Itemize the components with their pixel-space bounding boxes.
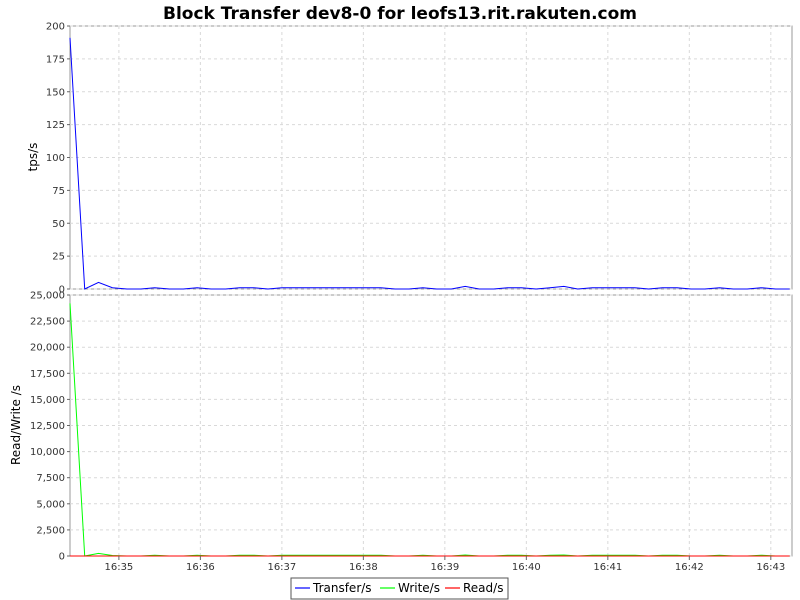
panel-0-y-tick-label: 200 [46, 22, 65, 33]
x-tick-label: 16:37 [267, 562, 296, 573]
panel-bottom-grid [70, 294, 792, 557]
legend-label-read: Read/s [463, 581, 503, 595]
panel-1-y-tick-label: 0 [59, 552, 65, 563]
panel-bottom-series [69, 303, 790, 557]
panel-top-series [69, 37, 790, 290]
panel-top-y-axis-label: tps/s [26, 143, 40, 172]
panel-1-y-tick-label: 25,000 [30, 291, 65, 302]
panel-1-y-tick-label: 20,000 [30, 343, 65, 354]
panel-top-y-ticks: 0 25 50 75 100 125 150 175 200 [46, 22, 70, 296]
panel-1-y-tick-label: 15,000 [30, 395, 65, 406]
series-line-transfers [69, 37, 790, 290]
panel-0-y-tick-label: 50 [52, 219, 65, 230]
x-tick-label: 16:39 [430, 562, 459, 573]
legend-label-transfer: Transfer/s [312, 581, 372, 595]
x-tick-label: 16:42 [675, 562, 704, 573]
x-tick-label: 16:36 [186, 562, 215, 573]
panel-bottom: 0 2,500 5,000 7,500 10,000 12,500 15,000 17,500… [9, 291, 793, 563]
panel-top-grid [70, 25, 792, 290]
panel-1-y-tick-label: 5,000 [36, 499, 65, 510]
x-tick-label: 16:35 [104, 562, 133, 573]
panel-1-y-tick-label: 2,500 [36, 525, 65, 536]
panel-0-y-tick-label: 0 [59, 285, 65, 296]
panel-bottom-y-axis-label: Read/Write /s [9, 385, 23, 465]
legend-box [290, 577, 509, 600]
panel-1-y-tick-label: 12,500 [30, 421, 65, 432]
legend-label-write: Write/s [398, 581, 440, 595]
x-tick-label: 16:41 [593, 562, 622, 573]
panel-1-y-tick-label: 10,000 [30, 447, 65, 458]
panel-0-y-tick-label: 175 [46, 54, 65, 65]
x-tick-label: 16:40 [512, 562, 541, 573]
panel-0-y-tick-label: 75 [52, 186, 65, 197]
panel-0-y-tick-label: 25 [52, 252, 65, 263]
x-tick-label: 16:43 [756, 562, 785, 573]
legend: Transfer/s Write/s Read/s [290, 577, 509, 600]
panel-0-y-tick-label: 100 [46, 153, 65, 164]
panel-1-y-tick-label: 17,500 [30, 369, 65, 380]
panel-top: 0 25 50 75 100 125 150 175 200 tps/s [26, 22, 793, 296]
chart-title: Block Transfer dev8-0 for leofs13.rit.ra… [163, 4, 637, 24]
panel-1-y-tick-label: 22,500 [30, 317, 65, 328]
panel-0-y-tick-label: 150 [46, 87, 65, 98]
x-axis-ticks: 16:35 16:36 16:37 16:38 16:39 16:40 16:41 16:42… [104, 556, 785, 573]
panel-0-y-tick-label: 125 [46, 120, 65, 131]
panel-1-y-tick-label: 7,500 [36, 473, 65, 484]
x-tick-label: 16:38 [349, 562, 378, 573]
panel-bottom-y-ticks: 0 2,500 5,000 7,500 10,000 12,500 15,000 17,500… [30, 291, 70, 563]
